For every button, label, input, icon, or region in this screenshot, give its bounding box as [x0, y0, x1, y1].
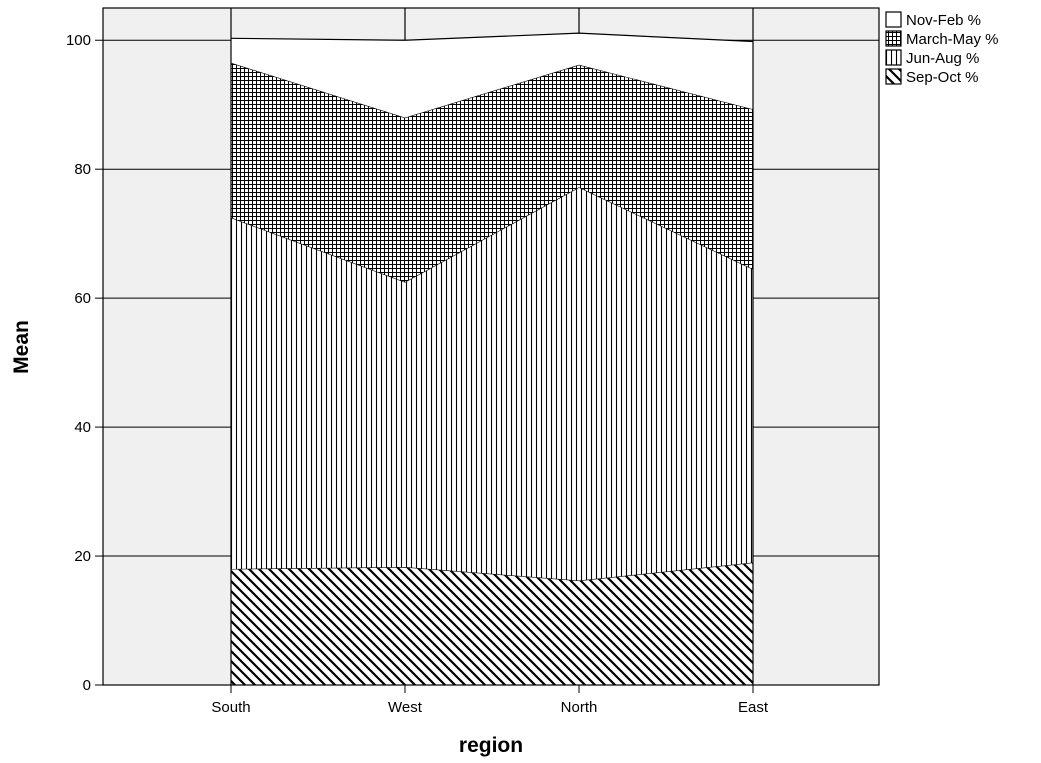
y-tick-label-40: 40: [74, 419, 91, 436]
area-top-line-jun-aug: [230, 186, 754, 283]
y-tick-label-60: 60: [74, 290, 91, 307]
category-separators: [230, 8, 754, 685]
legend: Nov-Feb % March-May % Jun-Aug % Sep-Oct %: [885, 11, 999, 86]
legend-swatch-sep-oct: [885, 68, 902, 85]
legend-label-nov-feb: Nov-Feb %: [906, 12, 981, 29]
area-top-line-nov-feb: [230, 32, 754, 43]
x-axis: South West North East: [211, 685, 769, 716]
legend-label-sep-oct: Sep-Oct %: [906, 69, 979, 86]
y-tick-label-0: 0: [83, 677, 91, 694]
x-tick-label-west: West: [388, 699, 423, 716]
x-tick-label-south: South: [211, 699, 250, 716]
legend-swatch-march-may: [885, 30, 902, 47]
y-tick-label-100: 100: [66, 32, 91, 49]
x-tick-label-north: North: [561, 699, 598, 716]
area-nov-feb: [231, 33, 753, 118]
y-tick-label-80: 80: [74, 161, 91, 178]
area-top-line-sep-oct: [230, 561, 754, 582]
area-march-may: [231, 62, 753, 283]
legend-swatch-nov-feb: [885, 11, 902, 28]
legend-swatch-jun-aug: [885, 49, 902, 66]
y-axis-title: Mean: [10, 320, 33, 374]
legend-label-jun-aug: Jun-Aug %: [906, 50, 979, 67]
y-axis: 0 20 40 60 80 100: [66, 32, 103, 694]
area-top-line-march-may: [230, 62, 754, 119]
plot-frame: [102, 7, 880, 686]
legend-label-march-may: March-May %: [906, 31, 999, 48]
y-tick-label-20: 20: [74, 548, 91, 565]
x-tick-label-east: East: [738, 699, 769, 716]
series-areas: [230, 32, 754, 685]
x-axis-title: region: [459, 734, 523, 757]
area-sep-oct: [231, 562, 753, 685]
area-jun-aug: [231, 187, 753, 581]
